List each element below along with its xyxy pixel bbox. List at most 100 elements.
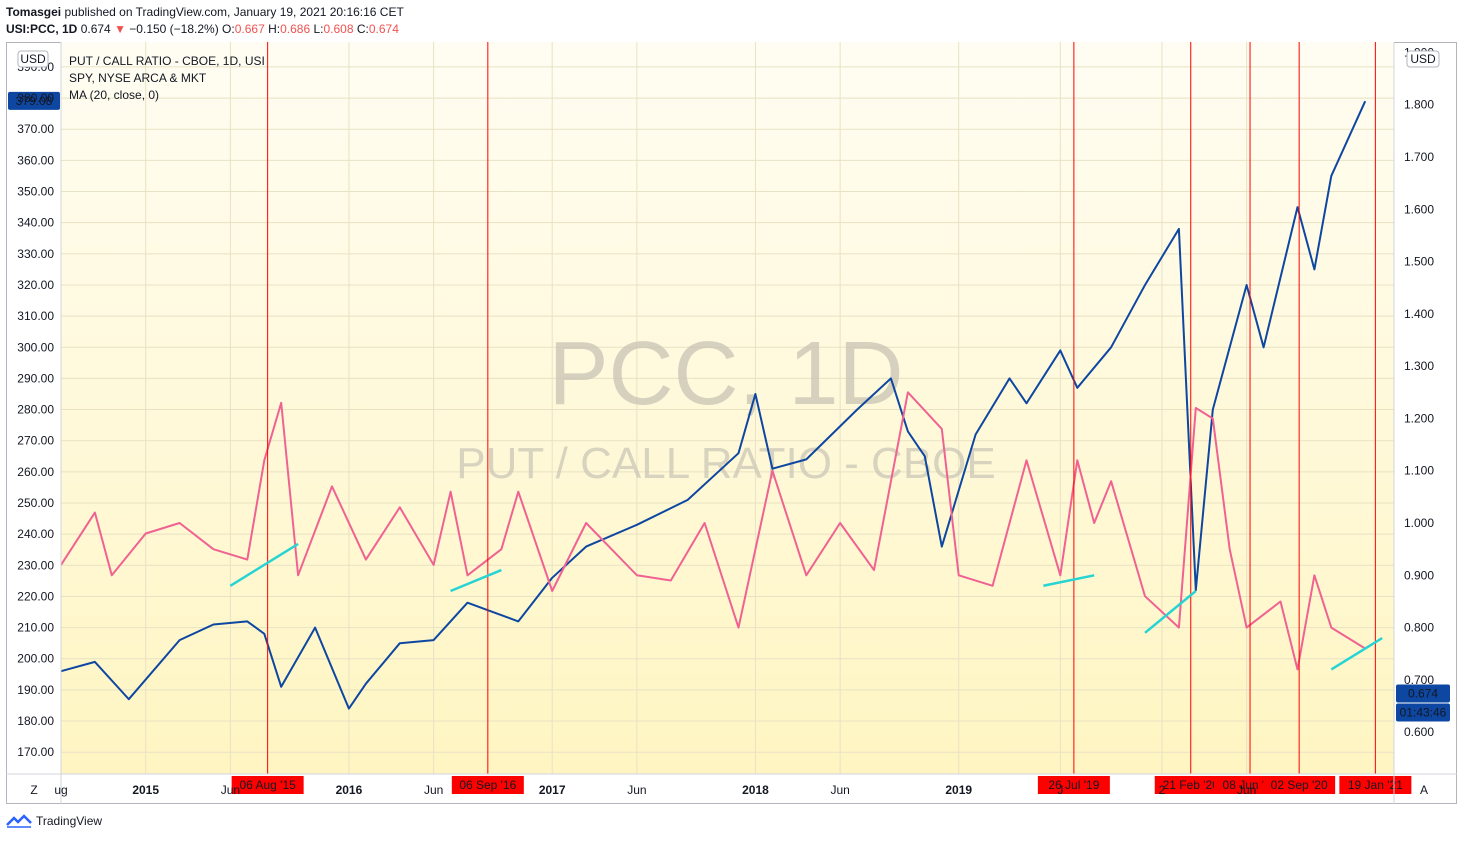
left-currency-box[interactable]	[17, 50, 49, 68]
left-tick-label: 230.00	[17, 558, 54, 572]
left-tick-label: 280.00	[17, 403, 54, 417]
right-tick-label: 1.500	[1404, 255, 1434, 269]
left-tick-label: 330.00	[17, 247, 54, 261]
event-marker-label: 26 Jul '19	[1048, 778, 1099, 792]
publish-info: Tomasgei published on TradingView.com, J…	[6, 5, 404, 19]
trendline[interactable]	[1330, 636, 1383, 671]
symbol-label: USI:PCC, 1D	[6, 22, 78, 36]
left-tick-label: 170.00	[17, 745, 54, 759]
left-tick-label: 340.00	[17, 216, 54, 230]
left-tick-label: 350.00	[17, 185, 54, 199]
trendline[interactable]	[1144, 590, 1197, 634]
event-marker-box[interactable]	[1037, 776, 1110, 794]
right-tick-label: 0.900	[1404, 568, 1434, 582]
legend-spy-series[interactable]: SPY, NYSE ARCA & MKT	[69, 71, 207, 85]
left-tick-label: 360.00	[17, 153, 54, 167]
close-value: 0.674	[368, 22, 399, 36]
left-tick-label: 190.00	[17, 683, 54, 697]
down-arrow-icon: ▼	[114, 22, 126, 36]
auto-scale-button[interactable]: A	[1420, 783, 1428, 797]
x-tick-label: 2017	[539, 783, 566, 797]
left-tick-label: 290.00	[17, 371, 54, 385]
x-tick-label: Jun	[221, 783, 240, 797]
high-label: H:	[268, 22, 281, 36]
event-marker-label: 21 Feb '20	[1163, 778, 1220, 792]
open-label: O:	[222, 22, 235, 36]
x-tick-label: Jun	[1237, 783, 1256, 797]
high-value: 0.686	[280, 22, 311, 36]
x-tick-label: 2015	[132, 783, 159, 797]
right-tick-label: 1.100	[1404, 464, 1434, 478]
left-tick-label: 300.00	[17, 340, 54, 354]
open-value: 0.667	[234, 22, 265, 36]
left-tick-label: 320.00	[17, 278, 54, 292]
event-marker-box[interactable]	[451, 776, 524, 794]
right-tick-label: 1.300	[1404, 359, 1434, 373]
brand-label: TradingView	[36, 814, 103, 828]
event-marker-box[interactable]	[1154, 776, 1227, 794]
x-tick-label: 2018	[742, 783, 769, 797]
right-currency-box[interactable]	[1406, 50, 1440, 68]
event-marker-label: 06 Sep '16	[459, 778, 516, 792]
left-tick-label: 380.00	[17, 91, 54, 105]
x-tick-label: J	[1057, 783, 1063, 797]
right-currency-label: USD	[1410, 52, 1436, 66]
left-tick-label: 270.00	[17, 434, 54, 448]
trendline[interactable]	[450, 568, 502, 593]
last-value: 0.674	[80, 22, 111, 36]
x-tick-label: 2019	[945, 783, 972, 797]
event-marker-box[interactable]	[1263, 776, 1336, 794]
legend-ma-series[interactable]: MA (20, close, 0)	[69, 88, 160, 102]
zoom-button[interactable]: Z	[30, 783, 37, 797]
trendline[interactable]	[1043, 574, 1095, 587]
right-tick-label: 1.600	[1404, 202, 1434, 216]
left-tick-label: 220.00	[17, 589, 54, 603]
ohlc-line: USI:PCC, 1D 0.674 ▼ −0.150 (−18.2%) O:0.…	[6, 22, 399, 36]
author-name[interactable]: Tomasgei	[6, 5, 62, 19]
left-tick-label: 260.00	[17, 465, 54, 479]
publish-text: published on TradingView.com, January 19…	[64, 5, 404, 19]
left-tick-label: 210.00	[17, 621, 54, 635]
event-marker-label: 02 Sep '20	[1271, 778, 1328, 792]
x-tick-label: Jun	[830, 783, 849, 797]
right-tick-label: 1.000	[1404, 516, 1434, 530]
markers-layer: 06 Aug '15 06 Sep '16 26 Jul '19 21 Feb '20…	[8, 42, 1450, 794]
last-price-tag-box	[8, 91, 60, 110]
right-tick-label: 0.700	[1404, 673, 1434, 687]
countdown-tag-box	[1396, 703, 1450, 722]
trendlines-layer	[229, 542, 1383, 671]
axes-layer: 390.00380.00370.00360.00350.00340.00330.…	[6, 42, 1457, 804]
chart-legend: PUT / CALL RATIO - CBOE, 1D, USI SPY, NY…	[69, 53, 265, 104]
last-pcc-tag-box	[1396, 684, 1450, 703]
left-currency-label: USD	[20, 52, 46, 66]
x-tick-label: Jun	[424, 783, 443, 797]
plot-background	[61, 42, 1394, 774]
left-tick-label: 240.00	[17, 527, 54, 541]
event-marker-box[interactable]	[231, 776, 304, 794]
series-layer	[60, 100, 1367, 710]
event-marker-label: 06 Aug '15	[239, 778, 296, 792]
chart-canvas[interactable]: PCC, 1D PUT / CALL RATIO - CBOE 06 Aug '…	[6, 42, 1457, 804]
close-label: C:	[356, 22, 369, 36]
x-tick-label: 2	[1159, 783, 1166, 797]
right-tick-label: 1.800	[1404, 98, 1434, 112]
left-tick-label: 310.00	[17, 309, 54, 323]
left-tick-label: 370.00	[17, 122, 54, 136]
trendline[interactable]	[229, 542, 299, 587]
countdown-tag-label: 01:43:46	[1400, 705, 1447, 719]
grid-lines	[60, 42, 1394, 774]
last-price-tag-label: 379.08	[16, 94, 53, 108]
right-tick-label: 0.600	[1404, 725, 1434, 739]
low-label: L:	[313, 22, 324, 36]
right-tick-label: 0.800	[1404, 621, 1434, 635]
event-marker-box[interactable]	[1339, 776, 1412, 794]
right-tick-label: 1.200	[1404, 411, 1434, 425]
watermark-big: PCC, 1D	[548, 324, 903, 424]
right-tick-label: 1.400	[1404, 307, 1434, 321]
event-marker-label: 19 Jan '21	[1348, 778, 1403, 792]
x-tick-label: Jun	[627, 783, 646, 797]
legend-main-series[interactable]: PUT / CALL RATIO - CBOE, 1D, USI	[69, 54, 265, 68]
tradingview-logo-icon	[6, 814, 32, 828]
footer-brand[interactable]: TradingView	[6, 814, 102, 828]
x-tick-label: 2016	[336, 783, 363, 797]
